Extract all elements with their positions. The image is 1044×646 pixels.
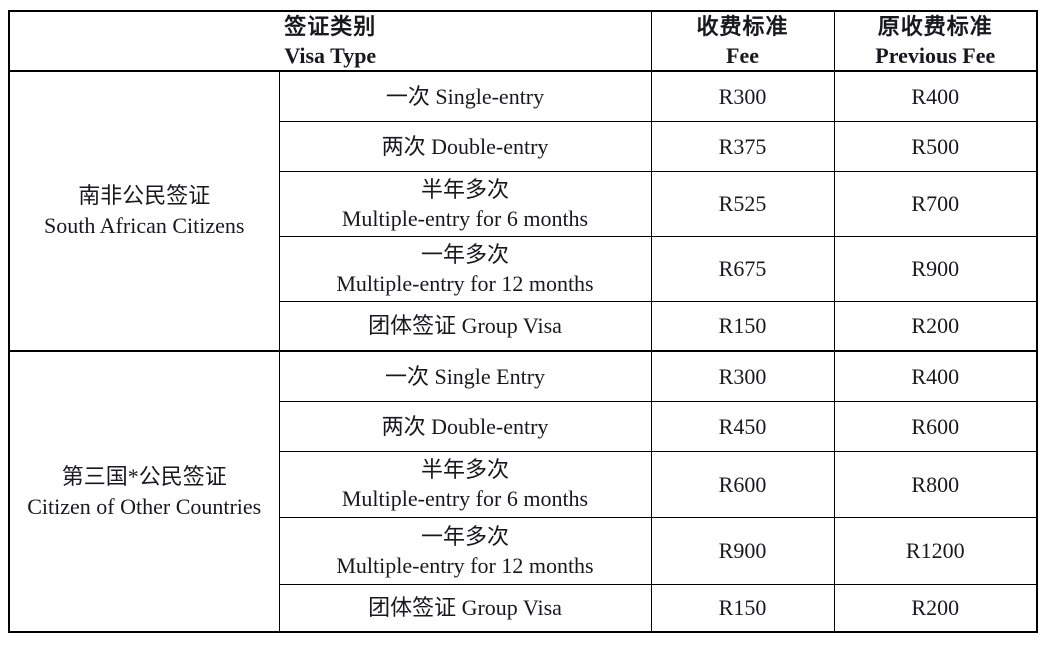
group-cell-south-african: 南非公民签证 South African Citizens xyxy=(8,70,280,352)
previous-fee-cell: R200 xyxy=(833,583,1038,633)
visa-type-cell: 一年多次 Multiple-entry for 12 months xyxy=(278,516,652,585)
visa-type-cell: 两次 Double-entry xyxy=(278,120,652,172)
visa-type-cell: 半年多次 Multiple-entry for 6 months xyxy=(278,450,652,518)
visa-type-line2: Multiple-entry for 12 months xyxy=(336,270,594,296)
fee-cell: R375 xyxy=(650,120,835,172)
visa-type-line1: 半年多次 xyxy=(421,176,510,202)
header-row: 签证类别 Visa Type 收费标准 Fee 原收费标准 Previous F… xyxy=(8,10,1038,72)
visa-type-line2: Multiple-entry for 12 months xyxy=(336,552,594,578)
header-previous-fee-en: Previous Fee xyxy=(875,43,996,68)
previous-fee-cell: R700 xyxy=(833,170,1038,237)
visa-type-line2: Multiple-entry for 6 months xyxy=(341,486,589,511)
header-previous-fee-zh: 原收费标准 xyxy=(877,14,993,39)
visa-type-line1: 半年多次 xyxy=(421,457,510,482)
previous-fee-cell: R200 xyxy=(833,300,1038,352)
header-fee-zh: 收费标准 xyxy=(696,14,789,39)
fee-cell: R300 xyxy=(650,350,835,402)
visa-type-cell: 团体签证 Group Visa xyxy=(278,300,652,352)
visa-type-line2: Multiple-entry for 6 months xyxy=(341,205,589,231)
visa-type-line1: 一次 Single Entry xyxy=(384,363,546,389)
group-name-en: Citizen of Other Countries xyxy=(27,493,262,519)
previous-fee-cell: R1200 xyxy=(833,516,1038,585)
previous-fee-cell: R900 xyxy=(833,235,1038,302)
visa-type-line1: 团体签证 Group Visa xyxy=(368,595,562,621)
table-row: 团体签证 Group Visa R150 R200 xyxy=(9,583,1038,633)
table-row: 两次 Double-entry R375 R500 xyxy=(9,120,1038,172)
visa-type-line1: 一年多次 xyxy=(421,523,510,549)
header-visa-type-zh: 签证类别 xyxy=(284,14,377,39)
group-name-en: South African Citizens xyxy=(44,213,245,238)
visa-type-line1: 两次 Double-entry xyxy=(381,133,549,159)
table-row: 团体签证 Group Visa R150 R200 xyxy=(9,300,1038,352)
fee-cell: R300 xyxy=(650,70,835,122)
visa-type-line1: 两次 Double-entry xyxy=(381,413,549,439)
visa-type-cell: 半年多次 Multiple-entry for 6 months xyxy=(278,170,652,237)
visa-type-cell: 一次 Single Entry xyxy=(278,350,652,402)
table-row: 一年多次 Multiple-entry for 12 months R675 R… xyxy=(9,235,1038,302)
fee-cell: R150 xyxy=(650,300,835,352)
table-row: 一年多次 Multiple-entry for 12 months R900 R… xyxy=(9,516,1038,585)
visa-type-line1: 一年多次 xyxy=(421,241,510,267)
group-name-zh: 第三国*公民签证 xyxy=(61,463,227,489)
previous-fee-cell: R600 xyxy=(833,400,1038,452)
visa-type-line1: 团体签证 Group Visa xyxy=(368,313,562,339)
header-fee-en: Fee xyxy=(726,43,759,68)
visa-type-cell: 一次 Single-entry xyxy=(278,70,652,122)
group-cell-other-countries: 第三国*公民签证 Citizen of Other Countries xyxy=(8,350,280,633)
fee-cell: R150 xyxy=(650,583,835,633)
header-previous-fee: 原收费标准 Previous Fee xyxy=(833,10,1038,72)
fee-cell: R525 xyxy=(650,170,835,237)
table-row: 第三国*公民签证 Citizen of Other Countries 一次 S… xyxy=(8,350,1038,633)
previous-fee-cell: R400 xyxy=(833,350,1038,402)
previous-fee-cell: R500 xyxy=(833,120,1038,172)
previous-fee-cell: R400 xyxy=(833,70,1038,122)
visa-type-cell: 团体签证 Group Visa xyxy=(278,583,652,633)
previous-fee-cell: R800 xyxy=(833,450,1038,518)
fee-cell: R900 xyxy=(650,516,835,585)
header-fee: 收费标准 Fee xyxy=(650,10,835,72)
visa-fee-table: 签证类别 Visa Type 收费标准 Fee 原收费标准 Previous F… xyxy=(8,10,1039,633)
visa-type-line1: 一次 Single-entry xyxy=(385,83,545,109)
table-row: 南非公民签证 South African Citizens 一次 Single-… xyxy=(8,70,1038,352)
header-visa-type: 签证类别 Visa Type xyxy=(8,10,652,72)
fee-cell: R450 xyxy=(650,400,835,452)
visa-type-cell: 一年多次 Multiple-entry for 12 months xyxy=(278,235,652,302)
table-row: 半年多次 Multiple-entry for 6 months R600 R8… xyxy=(9,450,1038,518)
header-visa-type-en: Visa Type xyxy=(284,43,377,68)
fee-cell: R675 xyxy=(650,235,835,302)
visa-type-cell: 两次 Double-entry xyxy=(278,400,652,452)
fee-cell: R600 xyxy=(650,450,835,518)
group-name-zh: 南非公民签证 xyxy=(78,183,211,208)
